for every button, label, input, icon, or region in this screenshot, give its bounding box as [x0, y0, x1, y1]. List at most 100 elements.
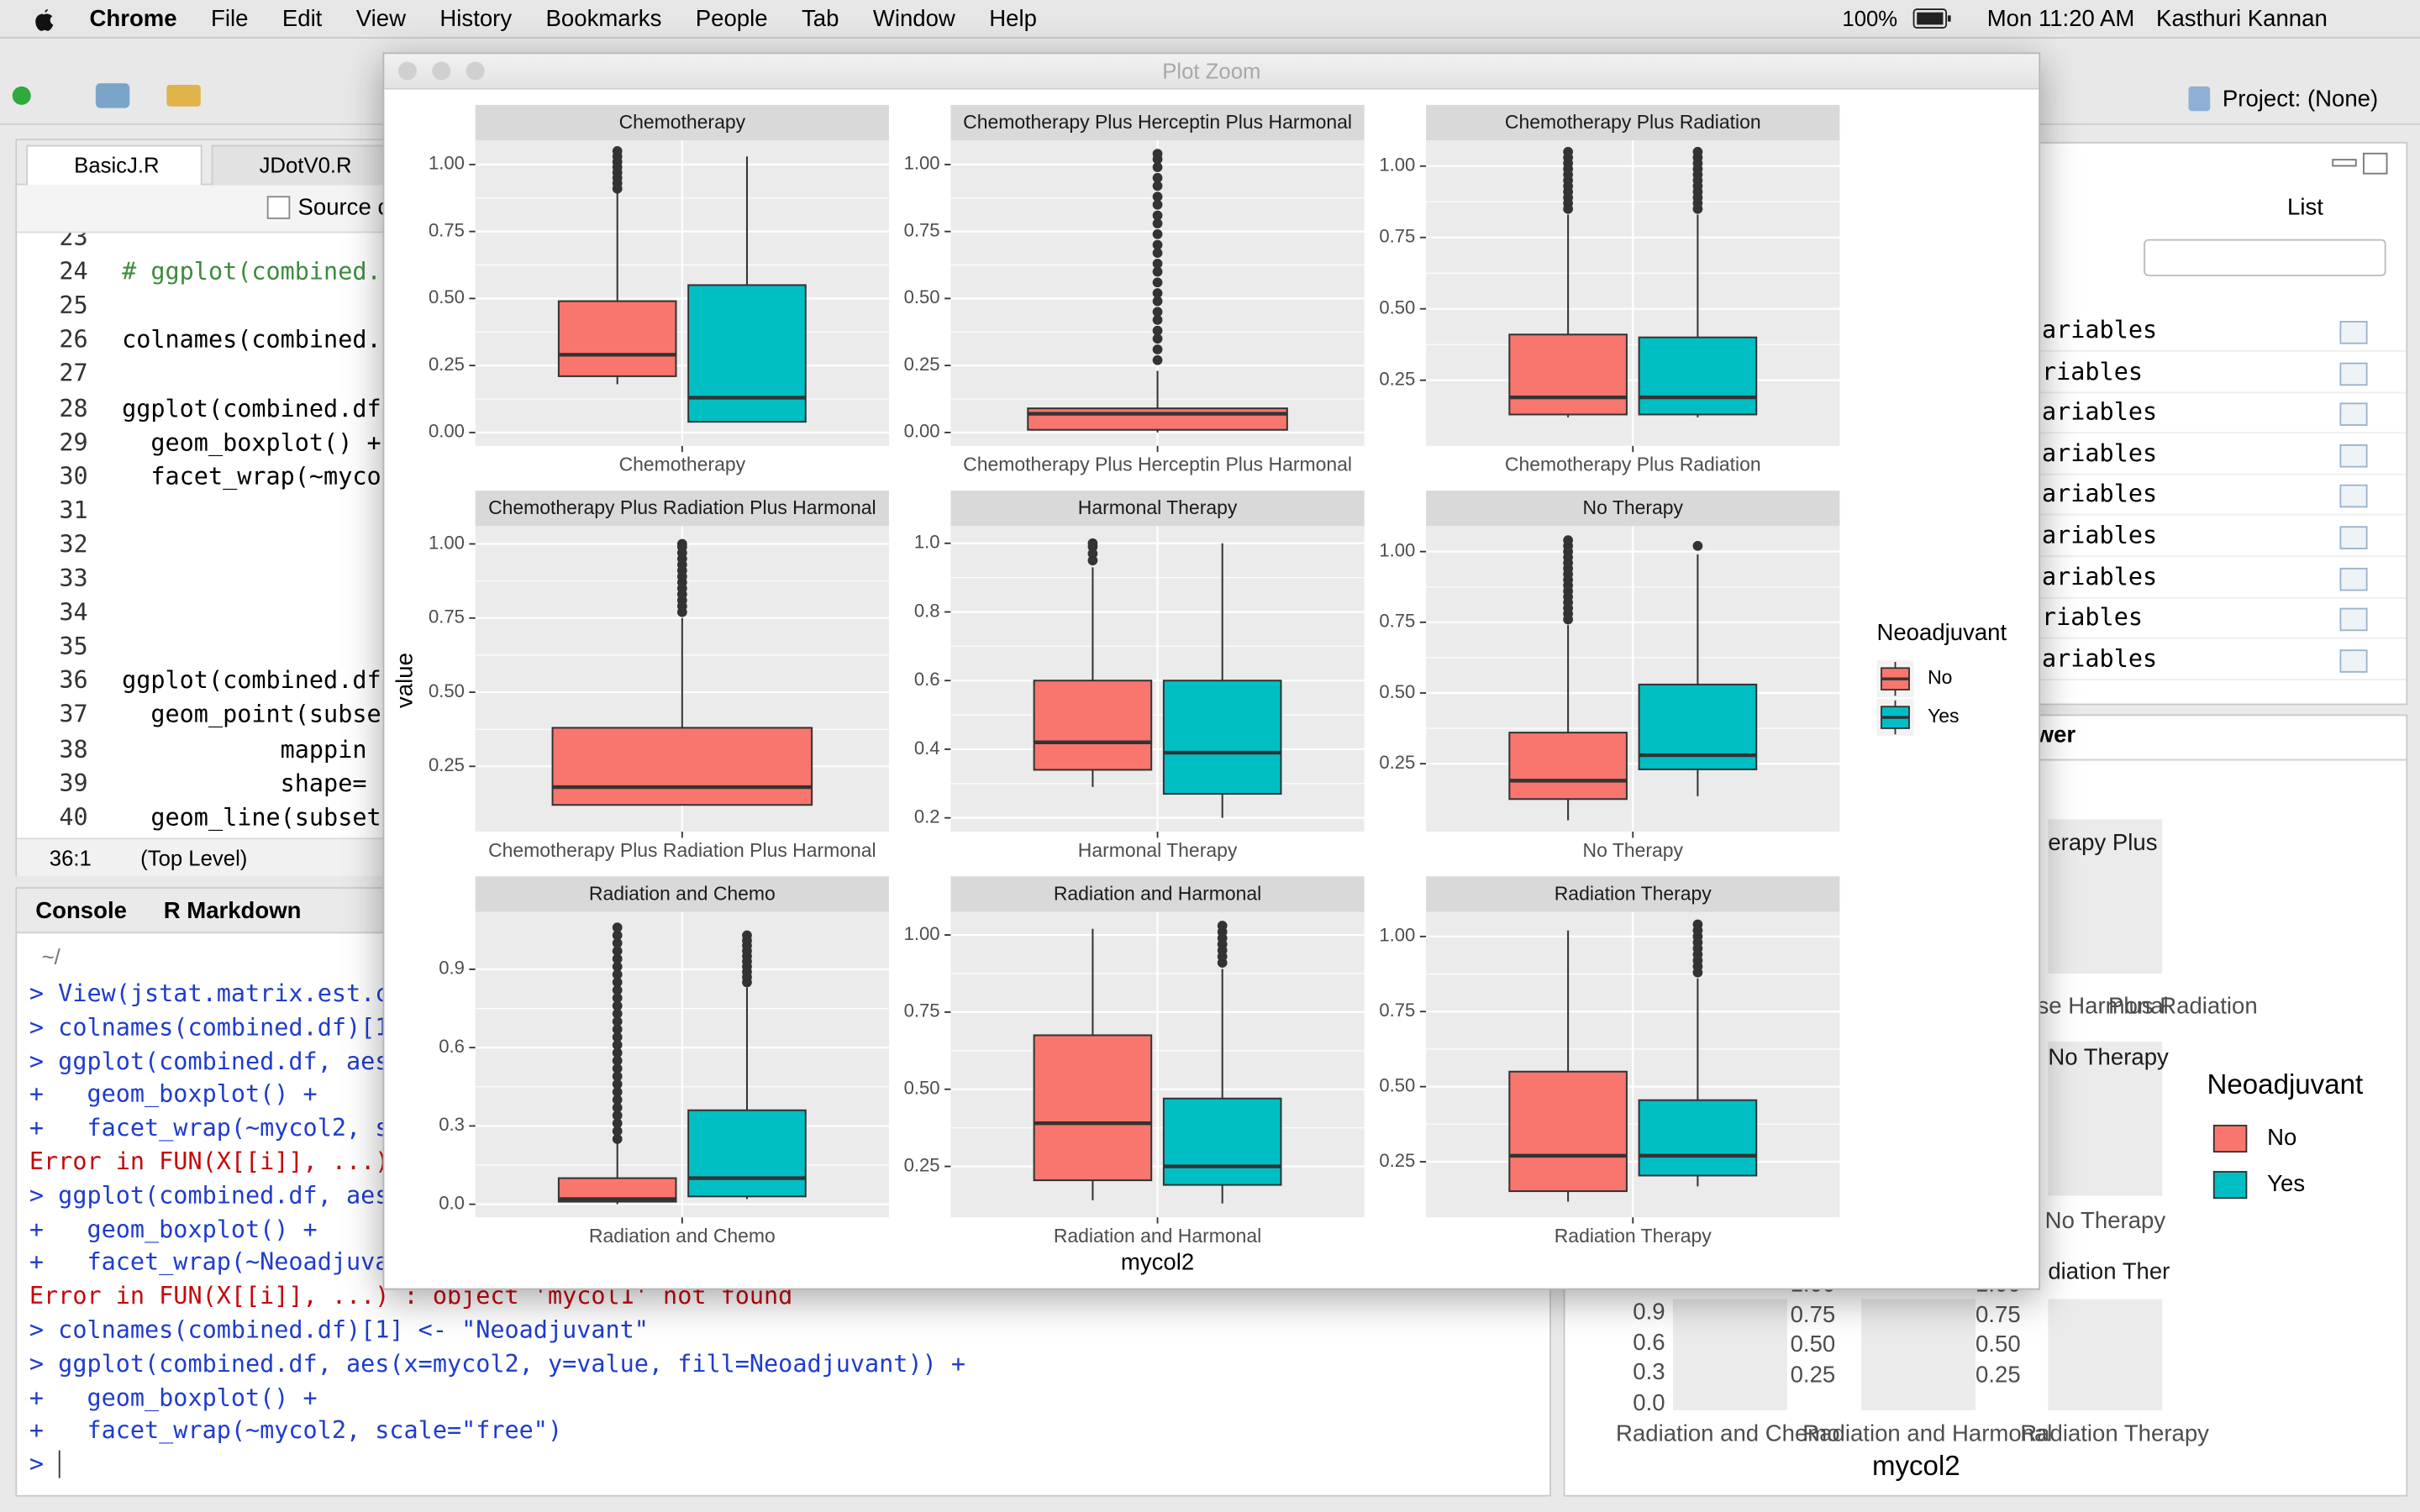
box [1162, 680, 1282, 795]
console-line: + facet_wrap(~mycol2, s [29, 1114, 390, 1142]
env-row[interactable]: ariables [2042, 562, 2158, 591]
y-tick-label: 0.25 [429, 354, 465, 375]
mini-legend-label: Yes [2267, 1171, 2306, 1198]
code-area[interactable]: 23 24 # ggplot(combined.c 25 26 colnames(comb… [17, 233, 1549, 837]
console-line: > colnames(combined.df)[1] <- "Neoadjuva… [29, 1315, 649, 1344]
console-line: + facet_wrap(~mycol2, scale="free") [29, 1416, 563, 1445]
plot-zoom-window: Plot Zoom Chemotherapy 0.00 0.25 0.50 0.75 1.… [382, 52, 2041, 1290]
box [1638, 1099, 1758, 1177]
outlier [1563, 146, 1573, 157]
viewer-tab[interactable]: wer [2035, 722, 2076, 748]
minimize-button[interactable] [432, 61, 451, 81]
new-project-button[interactable] [95, 83, 130, 108]
maximize-pane[interactable] [2363, 152, 2388, 175]
code-line: geom_boxplot() + [122, 428, 381, 456]
grid-icon[interactable] [2339, 648, 2368, 673]
source-on-save-checkbox[interactable] [266, 196, 291, 219]
mini-x-label: Radiation and Chemo [1616, 1420, 1840, 1447]
apple-logo[interactable] [28, 3, 59, 34]
outlier [1152, 228, 1163, 239]
mini-panel [2048, 819, 2163, 974]
outlier [1152, 266, 1163, 277]
y-tick-label: 1.00 [1379, 925, 1415, 946]
env-row[interactable]: ariables [2042, 644, 2158, 673]
outlier [612, 146, 623, 156]
mini-x-label: No Therapy [2044, 1208, 2166, 1235]
menu-item[interactable]: Edit [281, 5, 323, 32]
scope[interactable]: (Top Level) [140, 845, 248, 870]
outlier [612, 1087, 623, 1097]
y-tick-label: 0.25 [1379, 1150, 1415, 1171]
battery[interactable]: 100% [1842, 6, 1898, 31]
user[interactable]: Kasthuri Kannan [2156, 5, 2328, 32]
rmarkdown-tab[interactable]: R Markdown [163, 897, 302, 925]
project-icon [2188, 86, 2211, 112]
outlier [612, 977, 623, 988]
menu-item[interactable]: Bookmarks [545, 5, 662, 32]
y-tick-label: 1.00 [1379, 539, 1415, 560]
outlier [1152, 315, 1163, 325]
outlier [612, 1055, 623, 1066]
outlier [612, 969, 623, 979]
mini-panel [1861, 1299, 1976, 1410]
minimize-pane[interactable] [2332, 159, 2357, 167]
grid-icon[interactable] [2339, 526, 2368, 549]
grid-icon[interactable] [2339, 402, 2368, 427]
menu-item[interactable]: Window [872, 5, 955, 32]
env-row[interactable]: riables [2042, 603, 2143, 632]
open-button[interactable] [166, 85, 201, 107]
console-tab[interactable]: Console [35, 897, 127, 925]
view-mode[interactable]: List [2287, 194, 2323, 221]
outlier [1152, 181, 1163, 192]
env-row[interactable]: riables [2042, 357, 2143, 386]
cursor [58, 1450, 60, 1478]
menu-item[interactable]: View [355, 5, 407, 32]
outlier [1152, 307, 1163, 318]
search-box[interactable] [2144, 239, 2386, 276]
outlier [1563, 535, 1573, 546]
y-tick-label: 0.2 [914, 806, 940, 827]
project-menu[interactable]: Project: (None) [2222, 86, 2379, 113]
menu-item[interactable]: History [439, 5, 513, 32]
menu-item[interactable]: File [211, 5, 249, 32]
console-output[interactable]: > View(jstat.matrix.est.c > colnames(comb… [17, 974, 1549, 1492]
grid-icon[interactable] [2339, 567, 2368, 591]
x-axis-title: mycol2 [1121, 1249, 1194, 1275]
outlier [1152, 277, 1163, 288]
grid-icon[interactable] [2339, 444, 2368, 468]
code-line: geom_point(subset [122, 701, 396, 729]
outlier [612, 1000, 623, 1011]
outlier [612, 961, 623, 972]
menu-item[interactable]: People [695, 5, 768, 32]
outlier [676, 538, 687, 549]
line-number: 36 [59, 667, 88, 696]
grid-icon[interactable] [2339, 485, 2368, 509]
y-tick-label: 0.75 [904, 219, 940, 240]
grid-icon[interactable] [2339, 608, 2368, 632]
zoom-button[interactable] [466, 61, 485, 81]
env-row[interactable]: ariables [2042, 398, 2158, 427]
app-name[interactable]: Chrome [89, 5, 177, 32]
new-file-button[interactable] [12, 86, 31, 105]
env-row[interactable]: ariables [2042, 480, 2158, 509]
menu-item[interactable]: Tab [801, 5, 839, 32]
editor-tab[interactable]: JDotV0.R [211, 144, 400, 186]
grid-icon[interactable] [2339, 361, 2368, 386]
menu-item[interactable]: Help [989, 5, 1037, 32]
tab-label: BasicJ.R [74, 152, 160, 178]
outlier [612, 937, 623, 948]
x-tick-label: Radiation and Harmonal [1054, 1225, 1261, 1247]
clock[interactable]: Mon 11:20 AM [1986, 5, 2135, 32]
mini-x-label: Plus Radiation [2107, 993, 2258, 1021]
env-row[interactable]: ariables [2042, 521, 2158, 549]
grid-icon[interactable] [2339, 321, 2368, 344]
close-button[interactable] [397, 61, 417, 81]
console-line: + facet_wrap(~Neoadjuva [29, 1248, 390, 1277]
y-tick-label: 0.25 [1379, 752, 1415, 773]
editor-tab[interactable]: BasicJ.R [26, 144, 203, 186]
x-tick-label: Chemotherapy [619, 454, 746, 475]
env-row[interactable]: ariables [2042, 316, 2158, 344]
outlier [612, 1008, 623, 1019]
env-row[interactable]: ariables [2042, 439, 2158, 468]
window-title: Plot Zoom [1162, 58, 1261, 84]
